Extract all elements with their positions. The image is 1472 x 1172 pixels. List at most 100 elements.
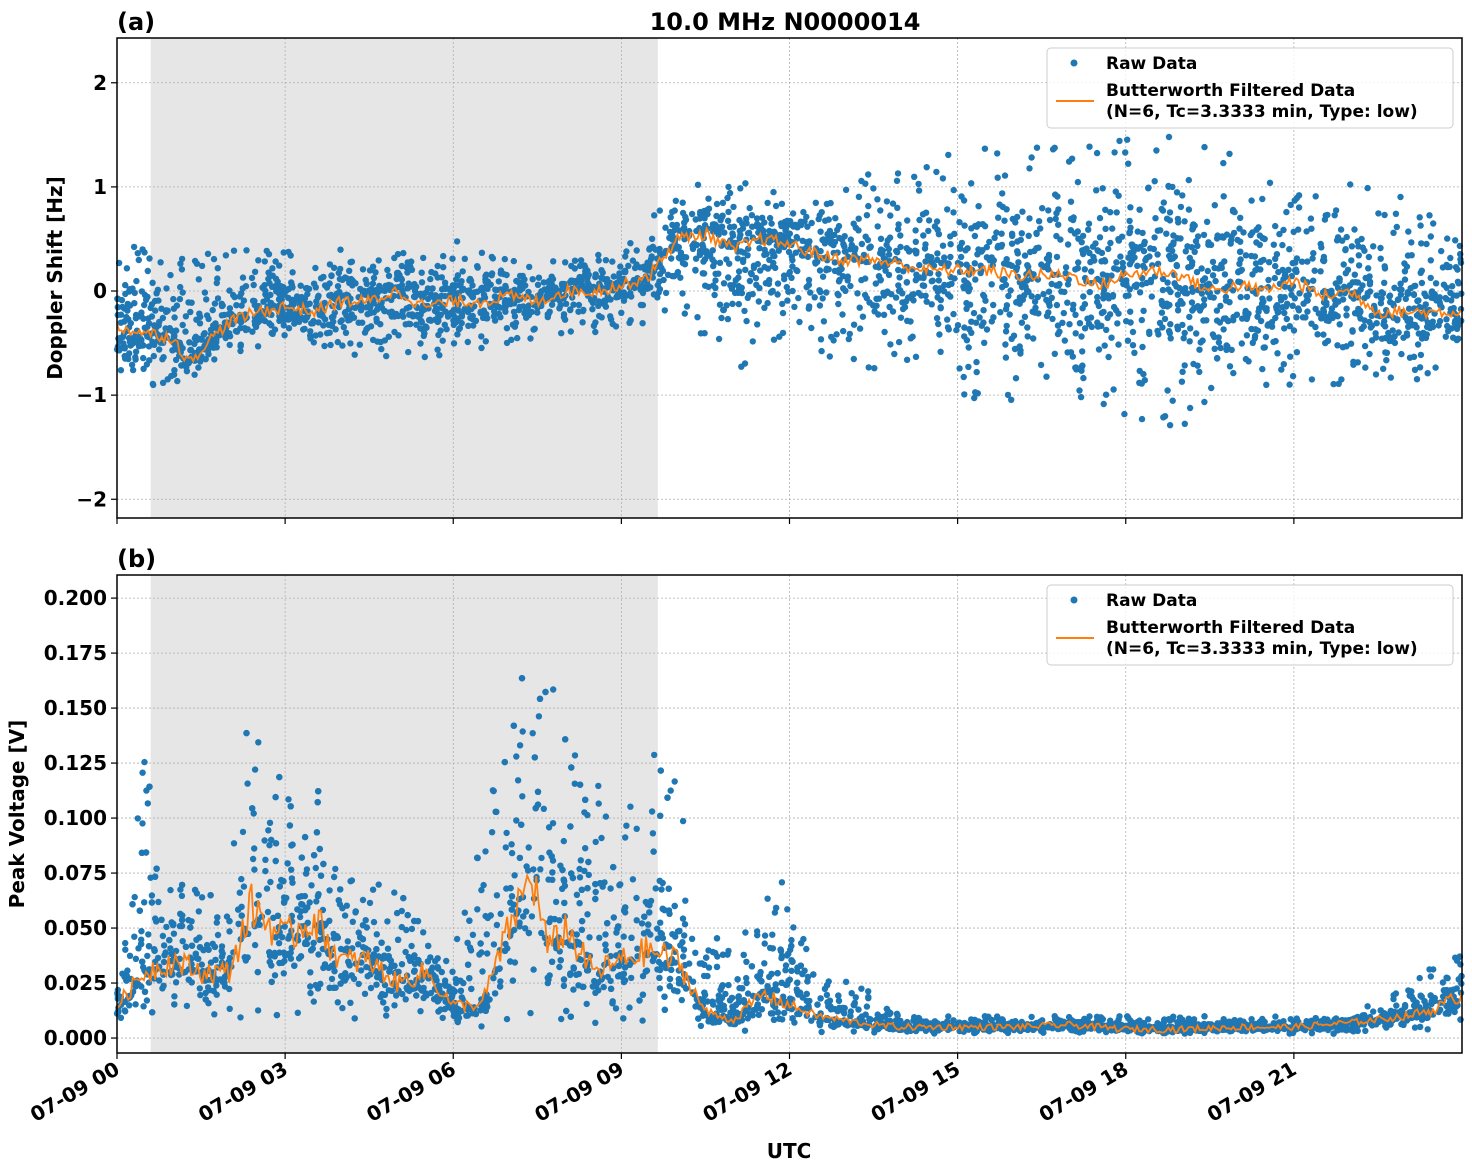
raw-data-point [1217, 344, 1224, 352]
raw-data-point [812, 199, 819, 206]
raw-data-point [1270, 241, 1278, 248]
raw-data-point [269, 265, 276, 272]
raw-data-point [873, 302, 880, 309]
raw-data-point [124, 307, 131, 314]
raw-data-point [1308, 376, 1316, 383]
raw-data-point [1226, 299, 1233, 306]
raw-data-point [1031, 298, 1039, 305]
raw-data-point [337, 246, 344, 253]
panel-b: 0.0000.0250.0500.0750.1000.1250.1500.175… [5, 545, 1465, 1163]
raw-data-point [648, 808, 656, 815]
raw-data-point [973, 358, 980, 366]
raw-data-point [1365, 265, 1372, 272]
raw-data-point [704, 210, 711, 218]
raw-data-point [458, 310, 466, 318]
raw-data-point [1427, 233, 1435, 240]
raw-data-point [326, 280, 333, 287]
raw-data-point [875, 311, 882, 318]
raw-data-point [1449, 283, 1456, 290]
raw-data-point [1080, 293, 1087, 300]
raw-data-point [1020, 280, 1027, 287]
raw-data-point [1048, 280, 1055, 288]
raw-data-point [912, 238, 919, 245]
raw-data-point [391, 328, 398, 336]
raw-data-point [248, 274, 256, 282]
raw-data-point [540, 279, 547, 286]
raw-data-point [340, 324, 347, 331]
raw-data-point [808, 324, 815, 332]
raw-data-point [1307, 215, 1315, 222]
raw-data-point [1367, 324, 1375, 331]
raw-data-point [1280, 226, 1287, 234]
raw-data-point [880, 311, 888, 318]
raw-data-point [715, 231, 722, 238]
raw-data-point [1287, 1016, 1294, 1023]
raw-data-point [344, 938, 351, 945]
raw-data-point [516, 303, 523, 311]
raw-data-point [195, 276, 202, 283]
raw-data-point [972, 389, 979, 396]
raw-data-point [1056, 328, 1063, 335]
raw-data-point [788, 274, 795, 281]
raw-data-point [682, 254, 690, 261]
raw-data-point [1362, 364, 1369, 371]
raw-data-point [847, 282, 854, 290]
raw-data-point [144, 267, 151, 275]
raw-data-point [1028, 154, 1035, 161]
raw-data-point [980, 307, 987, 314]
raw-data-point [1077, 393, 1085, 401]
raw-data-point [679, 199, 686, 206]
raw-data-point [1143, 279, 1150, 287]
raw-data-point [941, 254, 948, 261]
raw-data-point [936, 285, 944, 292]
raw-data-point [1157, 227, 1164, 234]
raw-data-point [1084, 315, 1091, 322]
raw-data-point [768, 220, 775, 227]
raw-data-point [188, 299, 195, 306]
raw-data-point [627, 240, 634, 247]
raw-data-point [178, 255, 186, 263]
raw-data-point [1181, 329, 1188, 337]
raw-data-point [1418, 240, 1425, 247]
raw-data-point [877, 235, 885, 242]
raw-data-point [470, 322, 477, 329]
raw-data-point [501, 255, 508, 263]
raw-data-point [132, 356, 139, 363]
raw-data-point [1076, 320, 1084, 327]
raw-data-point [893, 177, 901, 184]
raw-data-point [705, 283, 712, 291]
raw-data-point [1265, 259, 1273, 266]
raw-data-point [1188, 244, 1196, 251]
raw-data-point [743, 215, 750, 222]
raw-data-point [1400, 334, 1407, 341]
raw-data-point [836, 234, 843, 242]
raw-data-point [417, 290, 424, 297]
raw-data-point [863, 212, 871, 219]
raw-data-point [1054, 193, 1061, 200]
raw-data-point [1079, 305, 1086, 312]
raw-data-point [874, 196, 881, 203]
raw-data-point [1349, 327, 1356, 334]
raw-data-point [1378, 295, 1385, 302]
raw-data-point [622, 834, 629, 841]
raw-data-point [438, 274, 445, 281]
raw-data-point [1366, 350, 1373, 358]
raw-data-point [1443, 261, 1450, 269]
raw-data-point [1003, 322, 1010, 330]
raw-data-point [1186, 254, 1194, 262]
raw-data-point [534, 281, 542, 288]
raw-data-point [895, 338, 903, 346]
raw-data-point [1198, 265, 1205, 272]
raw-data-point [958, 239, 966, 247]
raw-data-point [975, 246, 982, 253]
raw-data-point [211, 356, 218, 363]
raw-data-point [1308, 320, 1315, 327]
raw-data-point [1432, 364, 1439, 371]
raw-data-point [712, 284, 719, 292]
raw-data-point [1397, 193, 1404, 201]
raw-data-point [1381, 211, 1388, 219]
raw-data-point [300, 326, 307, 333]
raw-data-point [1410, 291, 1418, 299]
raw-data-point [990, 301, 997, 309]
y-tick-label: 2 [93, 71, 107, 95]
